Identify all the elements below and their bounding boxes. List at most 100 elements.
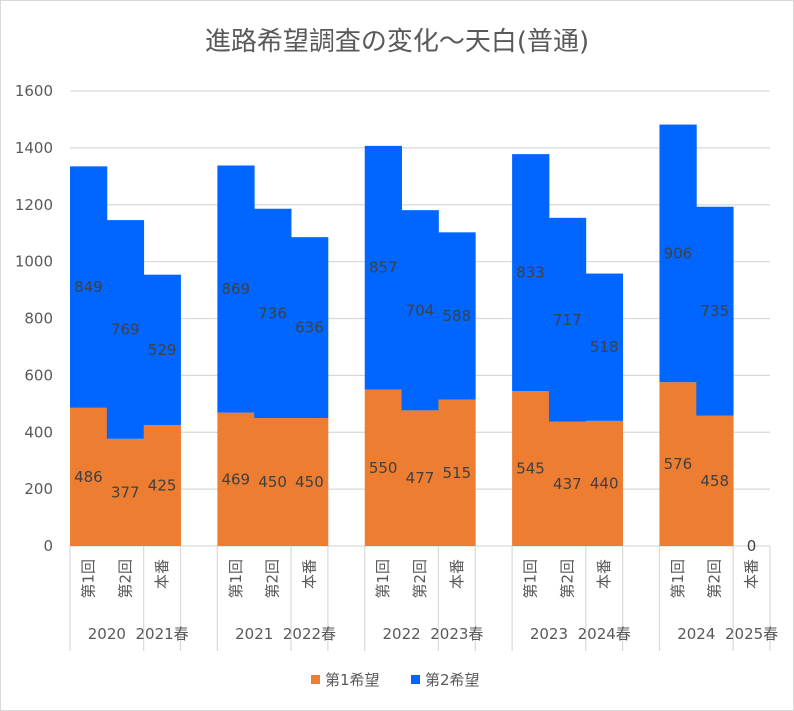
y-tick-label: 800 xyxy=(24,310,53,328)
chart-title: 進路希望調査の変化～天白(普通) xyxy=(205,27,589,57)
data-label-series-2: 704 xyxy=(406,301,435,319)
x-tick-label-level1: 第2回 xyxy=(558,559,576,599)
bar-segment-series-2 xyxy=(696,206,734,416)
x-tick-label-level2: 2022 xyxy=(382,625,420,643)
bar-segment-series-2 xyxy=(70,166,108,408)
x-tick-label-level1: 本番 xyxy=(595,559,613,589)
x-tick-label-level1: 第1回 xyxy=(79,559,97,599)
bar-segment-series-1 xyxy=(364,389,402,546)
data-label-series-2: 529 xyxy=(148,341,177,359)
data-label-series-2: 849 xyxy=(74,278,103,296)
data-labels: 486 849 377 769 425 529 469 869 450 736 450 636 550 8… xyxy=(74,244,756,555)
data-label-series-1: 576 xyxy=(664,455,693,473)
x-tick-label-level2: 2024春 xyxy=(578,625,631,643)
bar-segment-series-1 xyxy=(143,425,181,546)
y-tick-label: 400 xyxy=(24,423,53,441)
data-label-series-1: 550 xyxy=(369,459,398,477)
data-label-series-2: 769 xyxy=(111,320,140,338)
y-axis-tick-labels: 0 200 400 600 800 1000 1200 1400 1600 xyxy=(15,82,53,555)
bar-segment-series-1 xyxy=(585,420,624,546)
legend-marker-series-2 xyxy=(411,675,420,684)
data-label-series-2: 906 xyxy=(664,244,693,262)
y-tick-label: 200 xyxy=(24,480,53,498)
x-tick-label-level1: 第1回 xyxy=(522,559,540,599)
x-tick-label-level2: 2025春 xyxy=(725,625,778,643)
bar-segment-series-2 xyxy=(291,237,329,419)
data-label-series-1: 450 xyxy=(295,473,324,491)
bar-segment-series-2 xyxy=(217,165,255,413)
x-tick-label-level2: 2021 xyxy=(235,625,273,643)
x-tick-label-level1: 第2回 xyxy=(411,559,429,599)
bar-segment-series-1 xyxy=(548,421,587,546)
data-label-series-2: 736 xyxy=(258,304,287,322)
data-label-series-1: 458 xyxy=(700,472,729,490)
bar-segment-series-1 xyxy=(70,407,108,546)
x-tick-label-level1: 本番 xyxy=(743,559,761,589)
x-tick-label-level2: 2023春 xyxy=(430,625,483,643)
legend: 第1希望 第2希望 xyxy=(311,671,480,689)
bar-segment-series-2 xyxy=(585,273,624,421)
bar-segment-series-1 xyxy=(254,418,292,546)
bar-segment-series-1 xyxy=(659,382,697,546)
x-tick-label-level2: 2024 xyxy=(677,625,715,643)
y-tick-label: 1200 xyxy=(15,196,53,214)
y-tick-label: 1600 xyxy=(15,82,53,100)
data-label-series-2: 869 xyxy=(221,280,250,298)
bar-segment-series-1 xyxy=(106,438,145,546)
legend-label-series-1: 第1希望 xyxy=(325,671,380,689)
bar-segment-series-2 xyxy=(254,208,292,419)
y-tick-label: 600 xyxy=(24,366,53,384)
y-tick-label: 0 xyxy=(43,537,53,555)
bar-segment-series-1 xyxy=(438,399,476,546)
x-tick-label-level1: 本番 xyxy=(448,559,466,589)
bar-segment-series-1 xyxy=(291,418,329,546)
data-label-series-1: 477 xyxy=(406,469,435,487)
data-label-series-2: 857 xyxy=(369,259,398,277)
x-tick-label-level1: 第1回 xyxy=(669,559,687,599)
bar-segment-series-1 xyxy=(696,415,734,546)
x-tick-label-level1: 第1回 xyxy=(227,559,245,599)
data-label-series-1: 545 xyxy=(516,460,545,478)
data-label-series-2: 518 xyxy=(590,338,619,356)
legend-label-series-2: 第2希望 xyxy=(425,671,480,689)
data-label-series-2: 636 xyxy=(295,319,324,337)
bar-segment-series-2 xyxy=(401,210,439,411)
bars xyxy=(70,124,734,546)
bar-segment-series-2 xyxy=(364,145,402,390)
x-tick-label-level1: 第2回 xyxy=(116,559,134,599)
data-label-series-2: 833 xyxy=(516,264,545,282)
data-label-series-2: 717 xyxy=(553,311,582,329)
data-label-series-1: 377 xyxy=(111,483,140,501)
bar-segment-series-1 xyxy=(401,410,439,546)
legend-item-series-2[interactable]: 第2希望 xyxy=(411,671,480,689)
data-label-series-1: 0 xyxy=(747,537,757,555)
bar-segment-series-2 xyxy=(438,232,476,400)
legend-item-series-1[interactable]: 第1希望 xyxy=(311,671,380,689)
x-tick-label-level1: 第2回 xyxy=(706,559,724,599)
data-label-series-1: 425 xyxy=(148,477,177,495)
bar-segment-series-2 xyxy=(106,220,145,439)
bar-segment-series-1 xyxy=(217,412,255,546)
bar-segment-series-2 xyxy=(659,124,697,383)
data-label-series-1: 437 xyxy=(553,475,582,493)
y-tick-label: 1000 xyxy=(15,253,53,271)
x-tick-label-level2: 2020 xyxy=(88,625,126,643)
bar-segment-series-2 xyxy=(512,154,550,392)
x-tick-label-level1: 本番 xyxy=(300,559,318,589)
x-tick-label-level1: 本番 xyxy=(153,559,171,589)
x-axis: 第1回 第2回 本番 第1回 第2回 本番 第1回 第2回 本番 第1回 第2回 本番 第1回 第2回 本番… xyxy=(69,546,778,651)
data-label-series-1: 450 xyxy=(258,473,287,491)
x-tick-label-level1: 第2回 xyxy=(264,559,282,599)
x-tick-label-level2: 2023 xyxy=(530,625,568,643)
data-label-series-1: 440 xyxy=(590,474,619,492)
data-label-series-2: 588 xyxy=(443,307,472,325)
data-label-series-1: 515 xyxy=(443,464,472,482)
bar-segment-series-1 xyxy=(512,391,550,546)
data-label-series-1: 486 xyxy=(74,468,103,486)
x-tick-label-level2: 2021春 xyxy=(136,625,189,643)
legend-marker-series-1 xyxy=(311,675,320,684)
bar-segment-series-2 xyxy=(143,274,181,426)
data-label-series-1: 469 xyxy=(221,470,250,488)
